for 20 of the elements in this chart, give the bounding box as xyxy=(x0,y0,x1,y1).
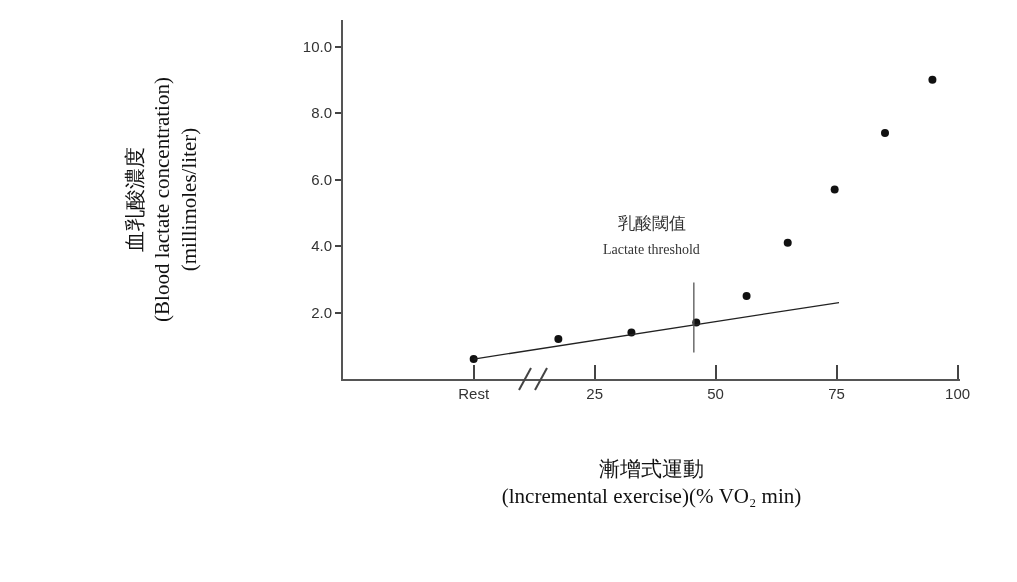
y-tick-label: 6.0 xyxy=(311,170,332,188)
point xyxy=(830,185,839,194)
y-tick-label: 10.0 xyxy=(302,37,332,55)
x-tick-label: 25 xyxy=(586,385,603,402)
y-tick-label: 4.0 xyxy=(311,237,332,255)
x-axis-title: 漸增式運動 (lncremental exercise)(% VO₂ min) xyxy=(501,456,802,508)
y-axis-title: 血乳酸濃度 (Blood lactate concentration) (millimoles/liter) xyxy=(122,77,202,322)
point xyxy=(783,238,792,247)
y-tick-label: 8.0 xyxy=(311,104,332,122)
y-tick-label: 2.0 xyxy=(311,303,332,321)
point xyxy=(554,335,563,344)
point xyxy=(742,291,751,300)
annotation: Lactate threshold xyxy=(603,242,700,257)
x-tick-label: Rest xyxy=(458,385,490,402)
point xyxy=(880,129,889,138)
x-tick-label: 50 xyxy=(707,385,724,402)
x-tick-label: 75 xyxy=(828,385,845,402)
x-tick-label: 100 xyxy=(945,385,971,402)
annotation: 乳酸閾值 xyxy=(618,214,686,233)
point xyxy=(928,75,937,84)
